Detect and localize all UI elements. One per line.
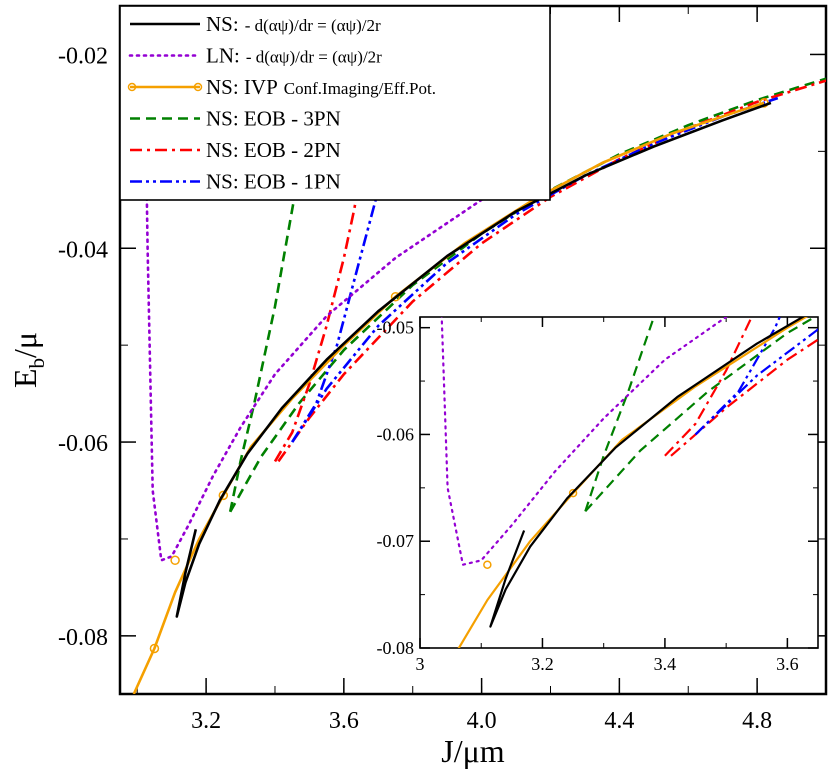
main-series-2-marker [149,643,160,654]
inset-series-2-marker [568,488,578,498]
main-series-2-marker [170,555,180,566]
inset-y-tick-label: -0.05 [377,318,415,338]
main-series-2-marker [218,490,229,501]
y-axis-label: Eb/μ [7,332,49,388]
inset-y-tick-label: -0.07 [377,531,415,551]
main-x-tick-label: 4.8 [742,708,772,734]
x-axis-label: J/μm [441,733,505,769]
legend-label-ns-eob-1pn: NS: EOB - 1PN [206,170,341,194]
main-y-tick-label: -0.02 [58,43,108,69]
legend-marker-ns-ivp-conf-imaging-eff-pot-end [193,82,203,92]
main-series-3-line [228,54,318,513]
inset-series-1-line [440,317,729,566]
inset-x-tick-label: 3.2 [531,654,554,674]
inset-x-tick-label: 3 [416,654,425,674]
main-x-tick-label: 3.6 [329,708,359,734]
legend-label-ln-d-dr-2r: LN: - d(αψ)/dr = (αψ)/2r [206,44,382,68]
main-y-tick-label: -0.06 [58,431,108,457]
inset-series-0-line [489,317,805,628]
inset-y-tick-label: -0.06 [377,424,415,444]
inset-series-group [440,317,818,648]
legend-label-ns-ivp-conf-imaging-eff-pot: NS: IVP Conf.Imaging/Eff.Pot. [206,75,436,99]
inset-series-4-line [664,317,753,457]
main-series-2-marker [390,291,401,302]
inset-plot-area: 3 3.2 3.4 3.6 -0.05 -0.06 -0.07 -0.08 [377,316,819,674]
legend-label-ns-eob-2pn: NS: EOB - 2PN [206,138,341,162]
inset-x-tick-label: 3.6 [776,654,799,674]
main-x-tick-label: 3.2 [191,708,221,734]
legend: NS: - d(αψ)/dr = (αψ)/2r LN: - d(αψ)/dr = (… [119,5,551,201]
inset-x-tick-label: 3.4 [654,654,677,674]
main-y-tick-label: -0.04 [58,237,108,263]
main-y-tick-label: -0.08 [58,625,108,651]
legend-box [119,5,551,201]
inset-series-3-line [584,317,656,512]
main-series-1-line [142,14,483,562]
main-x-tick-label: 4.0 [467,708,497,734]
legend-label-ns-d-dr-2r: NS: - d(αψ)/dr = (αψ)/2r [206,12,381,36]
legend-label-ns-eob-3pn: NS: EOB - 3PN [206,107,341,131]
main-series-0-line [175,101,772,618]
main-series-4-line [273,170,363,463]
main-x-tick-label: 4.4 [604,708,634,734]
inset-y-tick-label: -0.08 [377,638,415,658]
inset-frame [419,316,819,649]
main-series-4-line-branch [277,79,826,463]
legend-marker-ns-ivp-conf-imaging-eff-pot [127,82,137,92]
inset-series-5-line-branch [694,328,818,436]
inset-series-2-line [457,317,808,648]
inset-series-2-marker [483,560,492,569]
